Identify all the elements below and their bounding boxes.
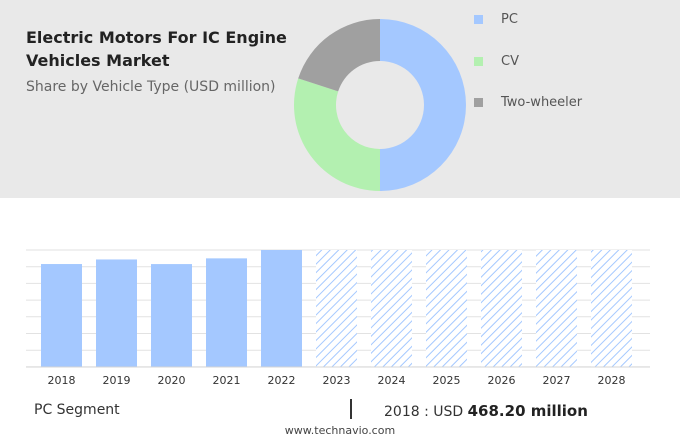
x-tick-label-2018: 2018 [48, 374, 76, 387]
x-tick-label-2019: 2019 [103, 374, 131, 387]
forecast-bar-2023 [316, 250, 357, 367]
bar-2018 [41, 264, 82, 367]
footer-value-prefix: 2018 : USD [384, 404, 464, 420]
bar-2019 [96, 259, 137, 367]
x-tick-label-2023: 2023 [323, 374, 351, 387]
bar-2020 [151, 264, 192, 367]
x-tick-label-2026: 2026 [488, 374, 516, 387]
x-tick-label-2022: 2022 [268, 374, 296, 387]
legend-swatch-two-wheeler [474, 98, 483, 107]
forecast-bar-2025 [426, 250, 467, 367]
x-tick-label-2020: 2020 [158, 374, 186, 387]
forecast-bar-2027 [536, 250, 577, 367]
x-tick-label-2024: 2024 [378, 374, 406, 387]
donut-chart [294, 19, 466, 191]
footer-segment-label: PC Segment [34, 402, 120, 418]
donut-slice-pc [380, 19, 466, 191]
forecast-bar-2028 [591, 250, 632, 367]
legend-label-cv: CV [501, 54, 519, 69]
forecast-bar-2024 [371, 250, 412, 367]
bar-2021 [206, 258, 247, 367]
x-tick-label-2027: 2027 [543, 374, 571, 387]
x-tick-label-2025: 2025 [433, 374, 461, 387]
legend-swatch-cv [474, 57, 483, 66]
x-tick-label-2021: 2021 [213, 374, 241, 387]
footer-separator [350, 399, 352, 419]
footer-value: 2018 : USD 468.20 million [384, 402, 588, 420]
donut-slice-two-wheeler [298, 19, 380, 92]
legend-label-two-wheeler: Two-wheeler [501, 95, 583, 110]
donut-slice-cv [294, 78, 380, 191]
chart-subtitle: Share by Vehicle Type (USD million) [26, 79, 276, 95]
forecast-bar-2026 [481, 250, 522, 367]
x-tick-label-2028: 2028 [598, 374, 626, 387]
legend-swatch-pc [474, 15, 483, 24]
chart-title: Electric Motors For IC Engine Vehicles M… [26, 28, 287, 70]
footer-value-bold: 468.20 million [467, 402, 588, 420]
bar-2022 [261, 250, 302, 367]
source-link[interactable]: www.technavio.com [284, 424, 396, 437]
bar-chart: 2018 2019 2020 2021 2022 2023 2024 2025 2026 2027… [26, 249, 650, 387]
legend-label-pc: PC [501, 12, 518, 27]
